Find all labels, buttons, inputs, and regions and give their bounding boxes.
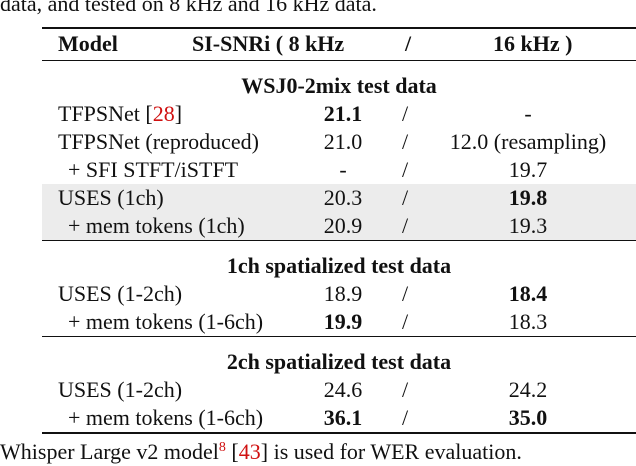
model-name: + mem tokens (1-6ch) — [68, 309, 264, 334]
snr-8khz: 20.9 — [323, 213, 363, 238]
model-cell: TFPSNet (reproduced) — [58, 131, 259, 153]
column-header: / — [404, 31, 412, 56]
model-cell: + mem tokens (1-6ch) — [68, 407, 263, 429]
snr-8khz: 21.1 — [323, 101, 363, 126]
citation[interactable]: 43 — [238, 439, 261, 465]
ref-close: ] — [174, 101, 183, 126]
model-cell: USES (1-2ch) — [58, 283, 182, 305]
model-cell: USES (1ch) — [58, 187, 164, 209]
column-header: 16 kHz ) — [493, 31, 573, 56]
intro-text: data, and tested on 8 kHz and 16 kHz dat… — [0, 0, 377, 16]
footer-rest: ] is used for WER evaluation. — [260, 439, 522, 465]
row-shade — [42, 184, 636, 212]
separator: / — [401, 405, 409, 430]
separator: / — [401, 213, 409, 238]
table-rule — [42, 432, 636, 434]
section-title: 2ch spatialized test data — [226, 349, 452, 374]
snr-8khz: - — [339, 157, 347, 182]
row-shade — [42, 212, 636, 240]
citation[interactable]: 28 — [152, 101, 175, 126]
snr-16khz: 19.3 — [508, 213, 548, 238]
section-title: WSJ0-2mix test data — [241, 73, 437, 98]
separator: / — [401, 185, 409, 210]
column-header: Model — [58, 31, 118, 56]
model-name: TFPSNet (reproduced) — [58, 129, 260, 154]
model-name: + mem tokens (1ch) — [68, 213, 245, 238]
model-cell: + mem tokens (1ch) — [68, 215, 245, 237]
separator: / — [401, 101, 409, 126]
footer-open: [ — [225, 439, 239, 465]
snr-16khz: 18.3 — [508, 309, 548, 334]
model-cell: TFPSNet [28] — [58, 103, 182, 125]
snr-8khz: 36.1 — [323, 405, 363, 430]
table-rule — [42, 240, 636, 241]
snr-16khz: 19.7 — [508, 157, 548, 182]
separator: / — [401, 157, 409, 182]
snr-8khz: 19.9 — [323, 309, 363, 334]
model-name: + mem tokens (1-6ch) — [68, 405, 264, 430]
separator: / — [401, 129, 409, 154]
footer-text: Whisper Large v2 model8 [43] is used for… — [0, 439, 522, 465]
footnote-mark[interactable]: 8 — [218, 439, 226, 455]
model-name: TFPSNet — [58, 101, 140, 126]
table-rule — [42, 27, 636, 29]
snr-8khz: 24.6 — [323, 377, 363, 402]
table-rule — [42, 60, 636, 61]
model-name: USES (1ch) — [58, 185, 164, 210]
table-rule — [42, 336, 636, 337]
snr-16khz: 24.2 — [508, 377, 548, 402]
separator: / — [401, 281, 409, 306]
snr-16khz: 19.8 — [508, 185, 548, 210]
model-cell: + SFI STFT/iSTFT — [68, 159, 238, 181]
model-cell: USES (1-2ch) — [58, 379, 182, 401]
snr-16khz: - — [524, 101, 532, 126]
section-title: 1ch spatialized test data — [226, 253, 452, 278]
snr-16khz: 12.0 (resampling) — [449, 129, 607, 154]
footer-body: Whisper Large v2 model — [0, 439, 219, 465]
snr-8khz: 18.9 — [323, 281, 363, 306]
separator: / — [401, 377, 409, 402]
separator: / — [401, 309, 409, 334]
ref-open: [ — [145, 101, 153, 126]
snr-16khz: 18.4 — [508, 281, 548, 306]
model-name: + SFI STFT/iSTFT — [68, 157, 239, 182]
column-header: SI-SNRi ( 8 kHz — [192, 31, 345, 56]
model-name: USES (1-2ch) — [58, 377, 183, 402]
snr-8khz: 20.3 — [323, 185, 363, 210]
model-cell: + mem tokens (1-6ch) — [68, 311, 263, 333]
model-name: USES (1-2ch) — [58, 281, 183, 306]
snr-8khz: 21.0 — [323, 129, 363, 154]
snr-16khz: 35.0 — [508, 405, 548, 430]
